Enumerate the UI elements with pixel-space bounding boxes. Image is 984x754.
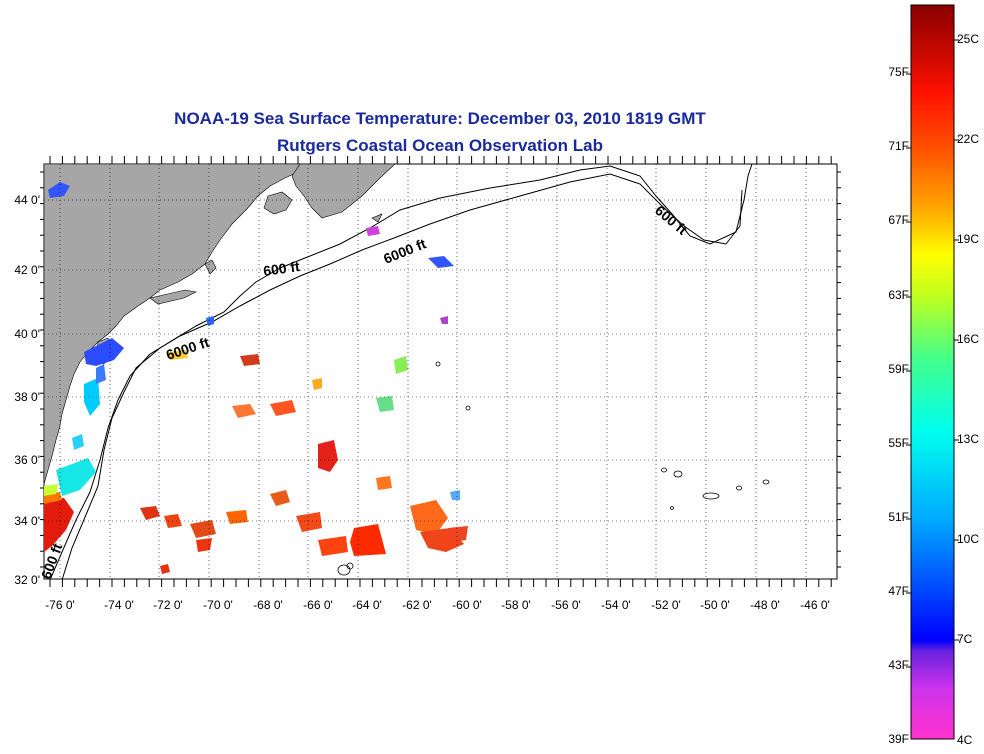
lat-label-36: 36 0' <box>14 453 40 467</box>
lon-label-56: -56 0' <box>551 598 581 612</box>
lat-label-38: 38 0' <box>14 390 40 404</box>
land-cape-cod <box>204 259 217 275</box>
colorbar <box>910 4 955 740</box>
colorbar-c-16: 16C <box>957 332 980 346</box>
colorbar-c-13: 13C <box>957 432 980 446</box>
lon-label-54: -54 0' <box>601 598 631 612</box>
colorbar-c-25: 25C <box>957 32 980 46</box>
land-mainland <box>44 164 301 485</box>
lon-label-48: -48 0' <box>750 598 780 612</box>
seamount-contours <box>337 361 770 576</box>
lon-label-64: -64 0' <box>352 598 382 612</box>
lon-label-62: -62 0' <box>402 598 432 612</box>
lat-label-32: 32 0' <box>14 573 40 587</box>
contour-600ft <box>61 164 753 579</box>
map-gridlines <box>44 164 837 579</box>
colorbar-ticks <box>906 39 959 668</box>
lon-label-58: -58 0' <box>501 598 531 612</box>
colorbar-f-75: 75F <box>888 65 909 79</box>
map-subtitle: Rutgers Coastal Ocean Observation Lab <box>277 136 603 155</box>
map-title: NOAA-19 Sea Surface Temperature: Decembe… <box>174 109 706 128</box>
contour-label-600ft-gulf-maine: 600 ft <box>262 258 301 279</box>
lon-label-74: -74 0' <box>104 598 134 612</box>
colorbar-f-59: 59F <box>888 362 909 376</box>
lon-label-52: -52 0' <box>651 598 681 612</box>
lat-label-42: 42 0' <box>14 263 40 277</box>
lon-label-68: -68 0' <box>253 598 283 612</box>
contour-6000ft <box>49 173 743 579</box>
lon-label-72: -72 0' <box>153 598 183 612</box>
colorbar-f-39: 39F <box>888 732 909 746</box>
colorbar-f-47: 47F <box>888 584 909 598</box>
lon-label-70: -70 0' <box>203 598 233 612</box>
colorbar-c-10: 10C <box>957 532 980 546</box>
land-long-island <box>149 289 197 305</box>
lon-label-46: -46 0' <box>800 598 830 612</box>
lat-label-34: 34 0' <box>14 514 40 528</box>
colorbar-f-71: 71F <box>888 139 909 153</box>
colorbar-f-63: 63F <box>888 288 909 302</box>
lon-label-50: -50 0' <box>700 598 730 612</box>
land-bay-fundy-shore <box>263 191 293 215</box>
colorbar-c-7: 7C <box>957 632 973 646</box>
colorbar-c-4: 4C <box>957 733 973 747</box>
colorbar-c-19: 19C <box>957 232 980 246</box>
lat-label-40: 40 0' <box>14 327 40 341</box>
lon-label-76: -76 0' <box>45 598 75 612</box>
lat-label-44: 44 0' <box>14 193 40 207</box>
colorbar-f-51: 51F <box>888 510 909 524</box>
lon-label-60: -60 0' <box>452 598 482 612</box>
colorbar-f-55: 55F <box>888 436 909 450</box>
land-nova-scotia <box>291 164 396 219</box>
lon-label-66: -66 0' <box>303 598 333 612</box>
colorbar-c-22: 22C <box>957 132 980 146</box>
colorbar-f-43: 43F <box>888 658 909 672</box>
colorbar-f-67: 67F <box>888 213 909 227</box>
map-ticks <box>40 156 841 587</box>
land-sable-island <box>371 213 383 223</box>
